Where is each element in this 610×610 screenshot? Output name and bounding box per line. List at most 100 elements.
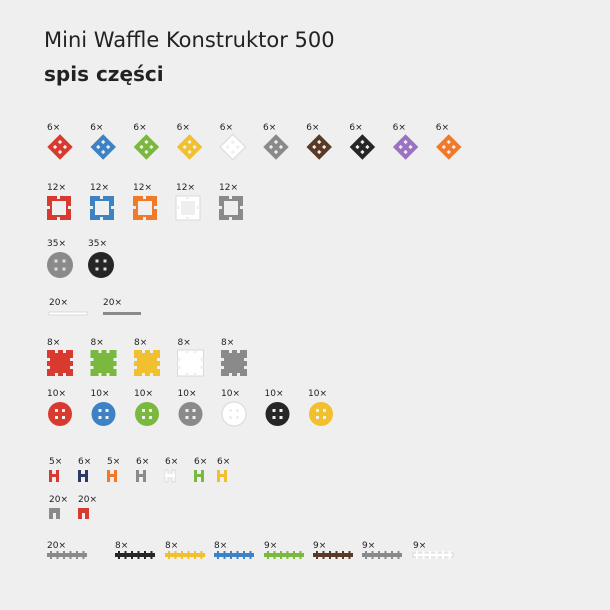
- stick-tooth: [194, 551, 196, 559]
- part-icon: [217, 470, 227, 482]
- part-count: 9×: [362, 541, 375, 551]
- part-icon: [49, 508, 60, 519]
- gear-hole: [149, 409, 152, 412]
- part-count: 6×: [47, 123, 60, 133]
- bar: [48, 311, 88, 316]
- frame-notch: [133, 206, 136, 209]
- gear-hole: [185, 409, 189, 412]
- frame-notch: [229, 196, 232, 199]
- piece-hole: [225, 144, 230, 150]
- piece-hole: [230, 149, 235, 155]
- gear-hole: [185, 416, 189, 419]
- frame-notch: [197, 206, 200, 209]
- gear-hole: [105, 409, 109, 412]
- part-icon: [78, 508, 89, 519]
- stick-tooth: [365, 551, 367, 559]
- part-count: 12×: [90, 183, 109, 193]
- gear-hole: [229, 416, 232, 419]
- part-icon: [436, 134, 462, 160]
- square-notch: [150, 350, 153, 353]
- square-notch: [200, 358, 204, 361]
- part-count: 12×: [176, 183, 195, 193]
- stick-tooth: [435, 551, 438, 559]
- gear-hole: [192, 416, 196, 419]
- piece-hole: [182, 144, 187, 150]
- diagonal-piece: [219, 133, 247, 161]
- stick-tooth: [397, 551, 400, 559]
- stick-body: [214, 553, 254, 557]
- gear-hole: [98, 416, 102, 419]
- part-icon: [115, 551, 155, 559]
- stick-body: [115, 553, 155, 557]
- square-notch: [90, 366, 94, 369]
- disc-hole: [62, 267, 66, 271]
- diagonal-piece: [263, 134, 289, 160]
- square-notch: [237, 350, 240, 353]
- piece-hole: [235, 144, 240, 150]
- part-count: 8×: [47, 338, 60, 348]
- stick-tooth: [144, 551, 146, 559]
- stick-tooth: [187, 551, 190, 559]
- bar: [103, 312, 141, 315]
- part-icon: [47, 252, 73, 278]
- gear-hole: [236, 409, 239, 412]
- h-bar: [49, 474, 59, 477]
- h-bar: [217, 474, 227, 477]
- part-icon: [349, 134, 376, 160]
- square-body: [221, 350, 247, 376]
- piece-hole: [398, 144, 403, 150]
- disc-hole: [54, 267, 58, 271]
- square-notch: [70, 358, 73, 361]
- piece-hole: [144, 149, 149, 155]
- frame-hole: [138, 201, 152, 215]
- square-notch: [70, 366, 73, 369]
- h-bar: [136, 474, 146, 477]
- part-icon: [133, 196, 157, 220]
- gear-hole: [62, 409, 65, 412]
- part-icon: [88, 252, 114, 278]
- square-notch: [134, 358, 137, 361]
- square-notch: [90, 358, 94, 361]
- gear-hole: [62, 416, 65, 419]
- part-count: 6×: [194, 457, 207, 467]
- diagonal-piece: [392, 134, 419, 160]
- part-count: 9×: [413, 541, 426, 551]
- piece-body: [392, 134, 419, 160]
- title: Mini Waffle Konstruktor 500: [44, 28, 335, 52]
- part-icon: [135, 402, 159, 426]
- frame-hole: [95, 201, 109, 215]
- h-bar: [107, 474, 117, 477]
- part-icon: [90, 350, 117, 376]
- part-count: 6×: [436, 123, 449, 133]
- frame-notch: [100, 196, 103, 199]
- part-count: 10×: [134, 389, 153, 399]
- square-notch: [221, 358, 224, 361]
- stick-tooth: [299, 551, 302, 559]
- part-count: 6×: [133, 123, 146, 133]
- part-icon: [219, 133, 247, 161]
- part-count: 8×: [178, 338, 191, 348]
- gear-body: [309, 402, 333, 426]
- square-notch: [193, 350, 197, 353]
- square-notch: [244, 358, 247, 361]
- part-icon: [107, 470, 117, 482]
- piece-body: [436, 134, 462, 160]
- frame-notch: [68, 206, 71, 209]
- gear-hole: [323, 409, 326, 412]
- piece-hole: [441, 144, 446, 150]
- stick-tooth: [217, 551, 219, 559]
- stick-body: [412, 552, 454, 558]
- part-icon: [49, 470, 59, 482]
- piece-hole: [451, 144, 456, 150]
- gear-hole: [142, 416, 145, 419]
- part-icon: [78, 470, 88, 482]
- piece-body: [263, 134, 289, 160]
- part-icon: [90, 196, 114, 220]
- disc-hole: [103, 259, 107, 263]
- part-icon: [47, 350, 73, 376]
- stick-tooth: [448, 551, 451, 559]
- stick-tooth: [124, 551, 127, 559]
- part-count: 20×: [78, 495, 97, 505]
- piece-hole: [52, 144, 58, 150]
